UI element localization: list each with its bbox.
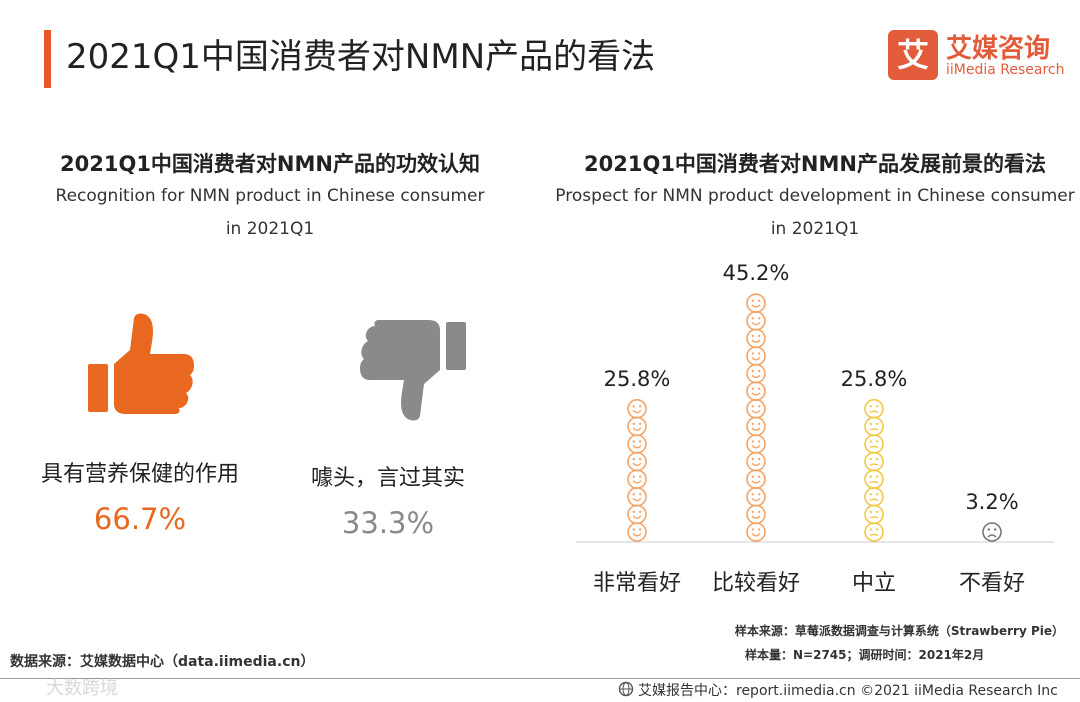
smile-face-icon (627, 451, 647, 472)
right-chart-title-en-line2: in 2021Q1 (770, 219, 860, 239)
footer-credit: 艾媒报告中心：report.iimedia.cn ©2021 iiMedia R… (638, 683, 1058, 699)
neutral-face-icon (864, 416, 884, 437)
sad-face-icon (982, 522, 1002, 542)
smile-face-icon (746, 487, 766, 507)
bar-2 (746, 293, 766, 542)
sample-source-note: 样本来源：草莓派数据调查与计算系统（Strawberry Pie） (734, 624, 1064, 638)
smile-face-icon (746, 522, 766, 542)
smile-face-icon (746, 293, 766, 314)
smile-face-icon (746, 399, 766, 419)
sample-size-note: 样本量：N=2745；调研时间：2021年2月 (745, 648, 985, 662)
right-chart-title-cn: 2021Q1中国消费者对NMN产品发展前景的看法 (584, 152, 1046, 176)
thumbs-up-icon (88, 313, 194, 414)
smile-face-icon (746, 346, 766, 366)
smile-face-icon (627, 487, 647, 507)
smile-face-icon (746, 416, 766, 437)
neutral-face-icon (864, 504, 884, 525)
smile-face-icon (746, 311, 766, 331)
category-label-3: 中立 (852, 571, 896, 596)
smile-face-icon (627, 522, 647, 542)
neutral-face-icon (864, 487, 884, 507)
iimedia-logo-icon: 艾 (888, 30, 938, 80)
smile-face-icon (746, 451, 766, 472)
smile-face-icon (746, 328, 766, 349)
category-label-2: 比较看好 (712, 571, 800, 596)
thumbs-down-icon (360, 320, 466, 421)
thumbs-up-value: 66.7% (93, 502, 187, 536)
watermark: 大数跨境 (46, 678, 118, 699)
thumbs-up-label: 具有营养保健的作用 (40, 462, 239, 487)
left-chart-title-en-line2: in 2021Q1 (225, 219, 315, 239)
value-label-2: 45.2% (723, 261, 790, 285)
smile-face-icon (746, 381, 766, 401)
prospect-chart: 25.8% 非常看好 45.2% 比较看好 25.8% 中立 3.2% 不看好 (576, 261, 1054, 596)
globe-icon (618, 681, 634, 697)
smile-face-icon (627, 434, 647, 454)
neutral-face-icon (864, 434, 884, 454)
title-accent-bar (44, 30, 51, 88)
logo-name-cn: 艾媒咨询 (946, 34, 1051, 64)
thumbs-down-label: 噱头，言过其实 (310, 466, 465, 491)
page-title: 2021Q1中国消费者对NMN产品的看法 (66, 37, 656, 77)
neutral-face-icon (864, 399, 884, 419)
logo-mark: 艾 (896, 36, 929, 74)
value-label-1: 25.8% (604, 367, 671, 391)
category-label-4: 不看好 (959, 571, 1025, 596)
category-label-1: 非常看好 (593, 571, 681, 596)
bar-4 (982, 522, 1002, 542)
value-label-4: 3.2% (965, 490, 1018, 514)
footer-divider (0, 678, 1080, 679)
smile-face-icon (746, 504, 766, 525)
smile-face-icon (627, 399, 647, 419)
bar-1 (627, 399, 647, 542)
left-chart-title-en-line1: Recognition for NMN product in Chinese c… (55, 186, 485, 206)
smile-face-icon (627, 504, 647, 525)
neutral-face-icon (864, 451, 884, 472)
thumbs-down-value: 33.3% (341, 506, 435, 540)
smile-face-icon (627, 469, 647, 489)
left-chart-title-cn: 2021Q1中国消费者对NMN产品的功效认知 (60, 152, 480, 176)
right-chart-title-en-line1: Prospect for NMN product development in … (555, 186, 1075, 206)
data-source: 数据来源：艾媒数据中心（data.iimedia.cn） (10, 654, 315, 670)
neutral-face-icon (864, 469, 884, 489)
value-label-3: 25.8% (841, 367, 908, 391)
smile-face-icon (627, 416, 647, 437)
smile-face-icon (746, 469, 766, 489)
logo-name-en: iiMedia Research (946, 62, 1065, 78)
smile-face-icon (746, 434, 766, 454)
bar-3 (864, 399, 884, 542)
neutral-face-icon (864, 522, 884, 542)
smile-face-icon (746, 363, 766, 384)
